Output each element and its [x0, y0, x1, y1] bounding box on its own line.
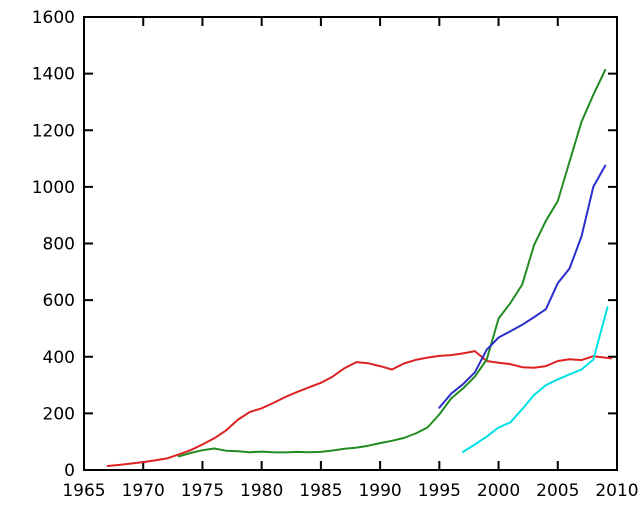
y-tick-label: 800: [43, 235, 75, 255]
red-series: [106, 350, 613, 467]
y-tick-label: 200: [43, 404, 75, 424]
x-tick-label: 1965: [62, 481, 105, 501]
y-tick-label: 1000: [32, 178, 75, 198]
y-tick-label: 1400: [32, 65, 75, 85]
plot-border: [83, 16, 618, 471]
y-tick-label: 600: [43, 291, 75, 311]
x-tick-label: 2000: [477, 481, 520, 501]
y-tick-label: 0: [64, 461, 75, 481]
x-tick-label: 2010: [595, 481, 638, 501]
x-tick-label: 1990: [358, 481, 401, 501]
x-tick-label: 1975: [181, 481, 224, 501]
x-tick-label: 1980: [240, 481, 283, 501]
x-tick-label: 2005: [536, 481, 579, 501]
x-tick-label: 1995: [418, 481, 461, 501]
x-tick-label: 1985: [299, 481, 342, 501]
y-tick-label: 1200: [32, 121, 75, 141]
blue-series: [438, 164, 607, 409]
x-tick-label: 1970: [122, 481, 165, 501]
cyan-series: [462, 306, 609, 453]
y-tick-label: 1600: [32, 8, 75, 28]
y-tick-label: 400: [43, 348, 75, 368]
green-series: [177, 68, 607, 458]
